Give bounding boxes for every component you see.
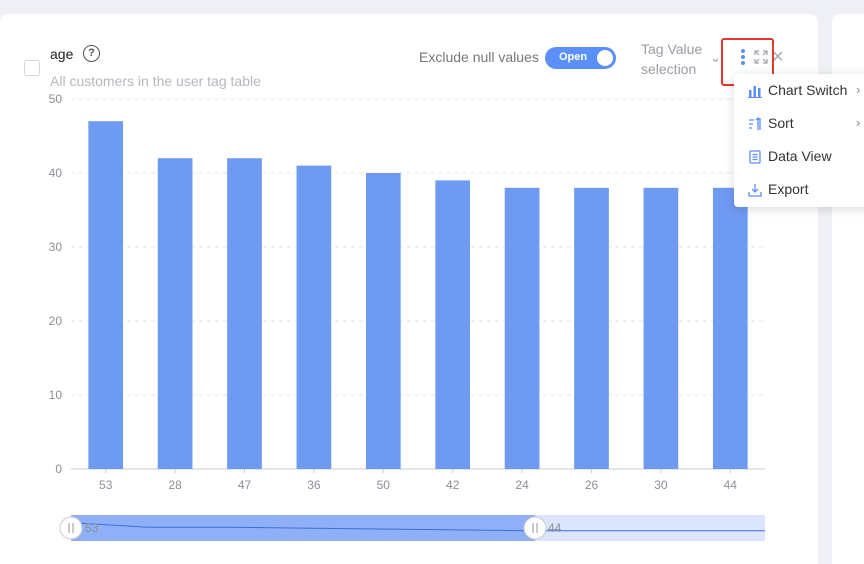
slider-start-label: 53 (85, 521, 99, 535)
x-tick-label: 44 (724, 478, 738, 492)
x-tick-label: 28 (168, 478, 182, 492)
slider-sparkline (70, 522, 765, 532)
slider-handle (523, 516, 547, 540)
y-tick-label: 10 (49, 388, 63, 402)
chevron-down-icon[interactable]: ⌄ (710, 50, 721, 65)
tag-value-select[interactable]: Tag Value selection (641, 41, 703, 77)
bar (643, 187, 679, 470)
chevron-right-icon: › (856, 82, 861, 97)
x-tick-label: 36 (307, 478, 321, 492)
help-icon[interactable]: ? (83, 45, 100, 62)
y-tick-label: 30 (49, 240, 63, 254)
bar (504, 187, 540, 470)
slider-handle (59, 516, 83, 540)
download-icon (748, 184, 762, 197)
x-tick-label: 24 (515, 478, 529, 492)
menu-label: Data View (768, 148, 832, 164)
more-options-icon[interactable] (739, 49, 747, 67)
bar (365, 173, 401, 469)
x-tick-label: 53 (99, 478, 113, 492)
toggle-label: Open (559, 51, 588, 63)
more-options-menu: Chart Switch › Sort › Data View Export (734, 74, 864, 207)
menu-label: Sort (768, 115, 794, 131)
document-icon (749, 150, 761, 164)
chart-card (0, 14, 818, 564)
y-tick-label: 50 (49, 92, 63, 106)
x-tick-label: 42 (446, 478, 460, 492)
select-checkbox[interactable] (24, 60, 40, 76)
bar-chart-icon (748, 86, 762, 98)
exclude-null-toggle[interactable]: Open (545, 47, 616, 69)
x-tick-label: 26 (585, 478, 599, 492)
close-icon[interactable]: × (772, 46, 784, 68)
bar (88, 121, 124, 469)
sort-icon (749, 117, 761, 130)
bar (435, 180, 471, 469)
bar (574, 187, 609, 470)
menu-label: Chart Switch (768, 82, 848, 98)
x-tick-label: 30 (654, 478, 668, 492)
menu-label: Export (768, 181, 809, 197)
exclude-null-label: Exclude null values (419, 49, 539, 65)
card-title: age (50, 46, 74, 62)
card-subtitle: All customers in the user tag table (50, 73, 261, 89)
bar (296, 165, 332, 469)
bar (227, 158, 262, 469)
slider-end-label: 44 (548, 521, 562, 535)
fullscreen-icon[interactable] (754, 50, 768, 64)
bar (712, 187, 748, 470)
bar (157, 158, 193, 469)
x-tick-label: 47 (238, 478, 252, 492)
chevron-right-icon: › (856, 115, 861, 130)
y-tick-label: 40 (49, 166, 63, 180)
y-tick-label: 0 (55, 462, 62, 476)
y-tick-label: 20 (49, 314, 63, 328)
x-tick-label: 50 (377, 478, 391, 492)
toggle-knob (597, 50, 613, 66)
